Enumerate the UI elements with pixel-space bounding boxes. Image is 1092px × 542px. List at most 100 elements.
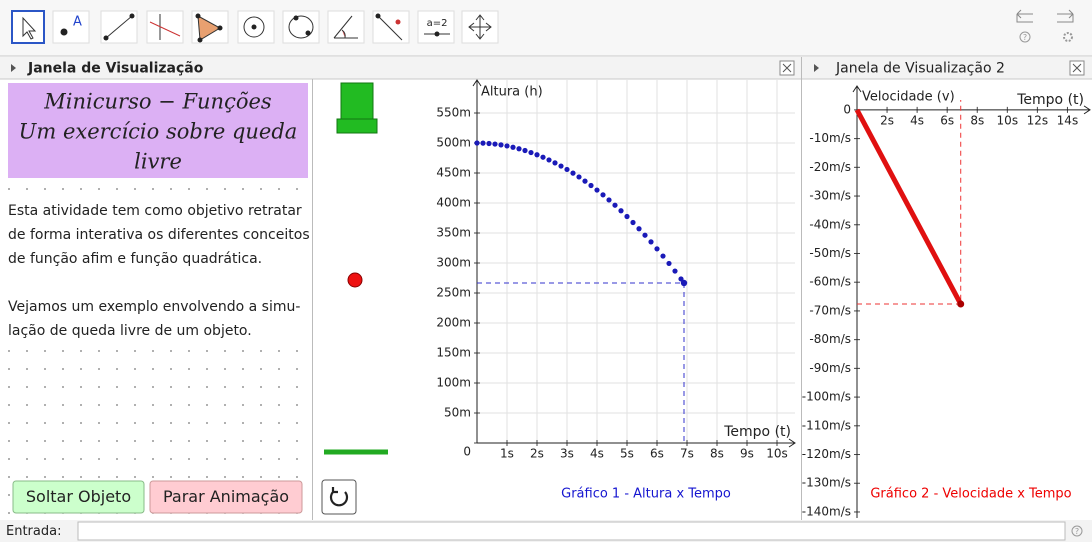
y-axis-label: Altura (h) xyxy=(481,85,543,100)
data-point xyxy=(681,280,687,286)
tool-text: a=2 xyxy=(427,18,448,29)
tool-buttons[interactable]: A a=2 xyxy=(12,11,498,43)
data-point xyxy=(612,203,617,208)
y-tick-label: -40m/s xyxy=(809,217,851,231)
help-text: ? xyxy=(1023,33,1027,42)
pipe-rim xyxy=(337,119,377,133)
panel-title: Janela de Visualização xyxy=(27,61,204,77)
y-tick-label: -70m/s xyxy=(809,303,851,317)
y-tick-label: -10m/s xyxy=(809,131,851,145)
x-tick-label: 7s xyxy=(680,447,694,461)
input-field[interactable] xyxy=(78,522,1065,540)
data-point xyxy=(528,150,533,155)
y-tick-label: 450m xyxy=(436,166,471,180)
y-axis-label: Velocidade (v) xyxy=(862,90,955,105)
y-tick-label: -100m/s xyxy=(802,390,851,404)
button-label: Soltar Objeto xyxy=(26,487,131,506)
x-tick-label: 9s xyxy=(740,447,754,461)
data-point xyxy=(588,183,593,188)
y-tick-label: -30m/s xyxy=(809,189,851,203)
graph-title: Gráfico 2 - Velocidade x Tempo xyxy=(870,487,1071,502)
x-tick-label: 3s xyxy=(560,447,574,461)
data-point xyxy=(660,253,665,258)
x-axis-label: Tempo (t) xyxy=(1016,92,1084,108)
y-tick-label: 150m xyxy=(436,346,471,360)
x-tick-label: 10s xyxy=(766,447,788,461)
data-point xyxy=(666,261,671,266)
data-point xyxy=(504,143,509,148)
data-point xyxy=(618,208,623,213)
x-axis-label: Tempo (t) xyxy=(723,424,791,440)
data-point xyxy=(516,146,521,151)
point-icon xyxy=(61,29,68,36)
x-tick-label: 2s xyxy=(530,447,544,461)
x-tick-label: 4s xyxy=(590,447,604,461)
x-tick-label: 10s xyxy=(997,113,1019,127)
data-point xyxy=(606,197,611,202)
y-tick-label: -80m/s xyxy=(809,332,851,346)
y-tick-label: -20m/s xyxy=(809,160,851,174)
y-tick-label: -110m/s xyxy=(802,418,851,432)
help-text: ? xyxy=(1075,527,1079,536)
data-point xyxy=(540,155,545,160)
y-tick-label: 550m xyxy=(436,106,471,120)
x-tick-label: 1s xyxy=(500,447,514,461)
data-point xyxy=(474,140,479,145)
data-point xyxy=(576,174,581,179)
data-point xyxy=(480,141,485,146)
data-point xyxy=(642,233,647,238)
data-point xyxy=(546,157,551,162)
paragraph-line: de forma interativa os diferentes concei… xyxy=(8,227,310,243)
x-tick-label: 6s xyxy=(650,447,664,461)
y-tick-label: 250m xyxy=(436,286,471,300)
data-point xyxy=(564,167,569,172)
x-tick-label: 4s xyxy=(910,113,924,127)
x-tick-label: 12s xyxy=(1027,113,1049,127)
y-tick-label: 300m xyxy=(436,256,471,270)
x-tick-label: 8s xyxy=(710,447,724,461)
data-point xyxy=(594,187,599,192)
data-point xyxy=(486,141,491,146)
input-label: Entrada: xyxy=(6,524,61,539)
data-point xyxy=(630,220,635,225)
y-tick-label: 400m xyxy=(436,196,471,210)
geogebra-window: A a=2 ? Janela de Visualização Janela de… xyxy=(0,0,1092,542)
paragraph-line: de função afim e função quadrática. xyxy=(8,251,262,267)
y-tick-label: 500m xyxy=(436,136,471,150)
paragraph-line: Esta atividade tem como objetivo retrata… xyxy=(8,203,302,219)
paragraph-line: Vejamos um exemplo envolvendo a simu- xyxy=(8,299,300,315)
y-tick-label: 100m xyxy=(436,376,471,390)
data-point xyxy=(654,246,659,251)
falling-object xyxy=(348,273,362,287)
x-tick-label: 8s xyxy=(970,113,984,127)
y-tick-label: 0 xyxy=(843,102,851,116)
data-point xyxy=(582,179,587,184)
button-label: Parar Animação xyxy=(163,487,289,506)
paragraph-line: lação de queda livre de um objeto. xyxy=(8,323,252,339)
data-point xyxy=(624,214,629,219)
y-tick-label: -90m/s xyxy=(809,361,851,375)
panel-title: Janela de Visualização 2 xyxy=(835,61,1005,77)
end-point xyxy=(957,301,964,308)
data-point xyxy=(600,192,605,197)
data-point xyxy=(534,152,539,157)
y-tick-label: 200m xyxy=(436,316,471,330)
y-tick-label: 0 xyxy=(463,445,471,459)
reset-button[interactable] xyxy=(322,480,356,514)
data-point xyxy=(510,145,515,150)
data-point xyxy=(672,268,677,273)
x-tick-label: 14s xyxy=(1057,113,1079,127)
tool-text: A xyxy=(73,15,82,30)
x-tick-label: 2s xyxy=(880,113,894,127)
data-point xyxy=(648,239,653,244)
data-point xyxy=(552,160,557,165)
y-tick-label: 50m xyxy=(444,406,471,420)
data-point xyxy=(522,148,527,153)
y-tick-label: -120m/s xyxy=(802,447,851,461)
x-tick-label: 6s xyxy=(940,113,954,127)
data-point xyxy=(492,141,497,146)
y-tick-label: -50m/s xyxy=(809,246,851,260)
title-line: Minicurso − Funções xyxy=(43,90,272,114)
y-tick-label: -60m/s xyxy=(809,275,851,289)
y-tick-label: 350m xyxy=(436,226,471,240)
